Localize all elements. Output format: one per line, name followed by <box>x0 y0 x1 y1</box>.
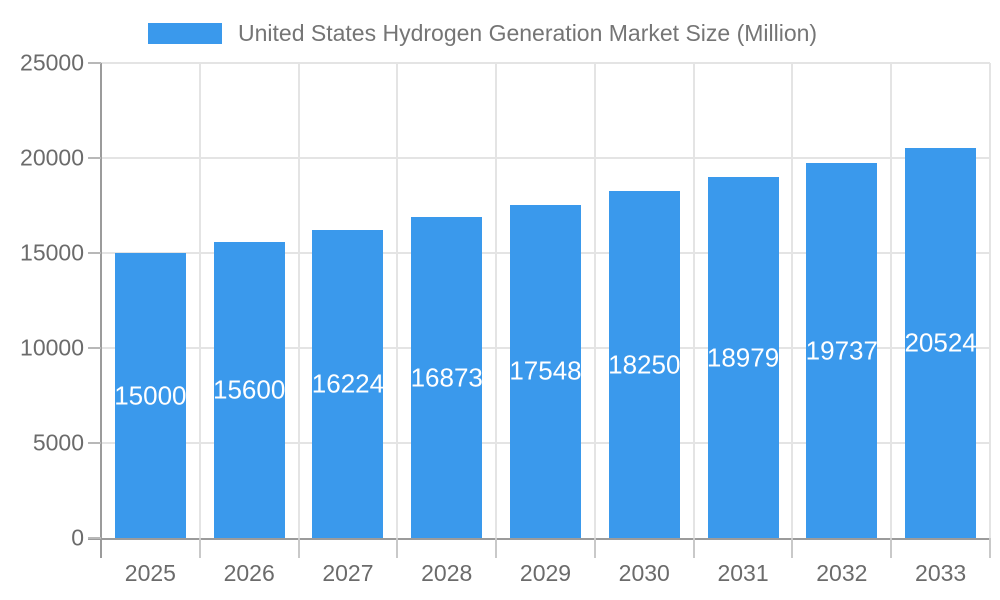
bar-value-label: 17548 <box>509 355 582 386</box>
legend-swatch[interactable] <box>148 23 222 44</box>
v-gridline <box>297 63 300 538</box>
y-axis-label: 15000 <box>20 239 84 266</box>
y-axis-tick <box>88 62 101 64</box>
bar-2031[interactable]: 18979 <box>706 177 780 538</box>
x-axis-label: 2029 <box>519 560 572 586</box>
bar-2027[interactable]: 16224 <box>311 229 385 538</box>
x-axis-label: 2030 <box>618 560 670 586</box>
y-axis-label: 0 <box>71 524 84 551</box>
v-gridline <box>692 63 695 538</box>
v-gridline <box>989 63 991 538</box>
y-axis-tick <box>88 252 101 254</box>
bar-2026[interactable]: 15600 <box>213 241 286 538</box>
y-axis-tick <box>88 347 101 349</box>
v-gridline <box>396 63 399 538</box>
bar-2028[interactable]: 16873 <box>410 217 483 538</box>
plot-area: 15000 15600 16224 16873 17548 18250 18979 19737… <box>101 62 991 538</box>
v-gridline <box>593 63 596 538</box>
y-axis-label: 20000 <box>20 144 84 171</box>
x-axis-tick <box>791 538 794 558</box>
y-axis-line <box>100 63 102 558</box>
x-axis-label: 2031 <box>717 560 769 586</box>
chart-legend[interactable]: United States Hydrogen Generation Market… <box>148 20 817 47</box>
bar-value-label: 15000 <box>114 380 187 410</box>
x-axis-label: 2025 <box>124 560 176 586</box>
x-axis-line <box>88 538 990 540</box>
bar-value-label: 19737 <box>805 335 878 365</box>
v-gridline <box>791 63 794 538</box>
bar-2033[interactable]: 20524 <box>904 148 977 538</box>
x-axis-tick <box>989 538 991 558</box>
y-axis-tick <box>88 442 101 444</box>
y-axis-label: 25000 <box>20 49 84 76</box>
y-axis-label: 10000 <box>20 334 84 361</box>
x-axis-label: 2026 <box>223 560 275 586</box>
x-axis-tick <box>198 538 201 558</box>
y-axis-tick <box>88 157 101 159</box>
x-axis-label: 2028 <box>421 560 473 586</box>
h-gridline <box>101 62 990 64</box>
bar-value-label: 18250 <box>608 349 681 380</box>
bar-value-label: 15600 <box>213 374 286 405</box>
bar-2025[interactable]: 15000 <box>114 253 187 538</box>
x-axis-tick <box>396 538 399 558</box>
bar-2030[interactable]: 18250 <box>608 191 681 538</box>
bar-2029[interactable]: 17548 <box>509 204 582 538</box>
x-axis-tick <box>593 538 596 558</box>
v-gridline <box>198 63 201 538</box>
v-gridline <box>495 63 498 538</box>
v-gridline <box>890 63 893 538</box>
x-axis-tick <box>692 538 695 558</box>
legend-label: United States Hydrogen Generation Market… <box>238 20 818 46</box>
bar-2032[interactable]: 19737 <box>805 163 878 538</box>
x-axis-label: 2032 <box>816 560 868 586</box>
x-axis-label: 2033 <box>915 560 967 586</box>
y-axis-label: 5000 <box>32 429 84 456</box>
x-axis-label: 2027 <box>322 560 374 586</box>
bar-value-label: 20524 <box>904 327 977 358</box>
x-axis-tick <box>495 538 498 558</box>
x-axis-tick <box>890 538 893 558</box>
y-axis-tick <box>88 537 101 539</box>
h-gridline <box>101 157 990 159</box>
x-axis-tick <box>297 538 300 558</box>
bar-value-label: 16873 <box>410 362 483 393</box>
bar-value-label: 18979 <box>706 342 780 373</box>
bar-value-label: 16224 <box>311 368 385 399</box>
